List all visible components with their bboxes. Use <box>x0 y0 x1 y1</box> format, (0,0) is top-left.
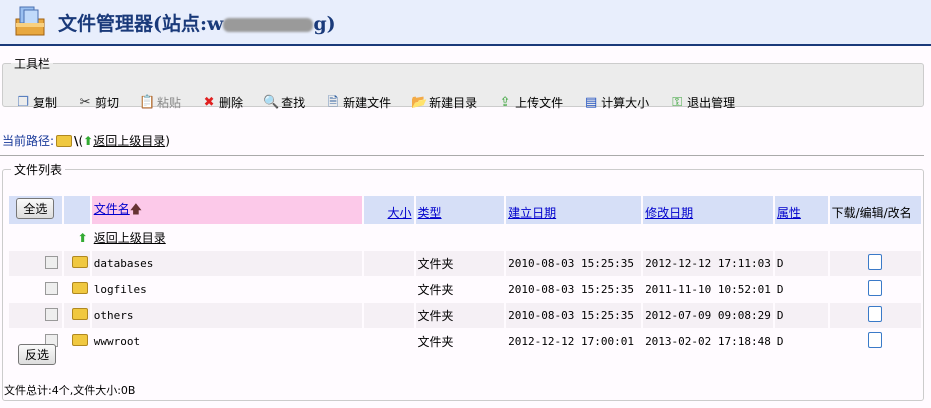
calculator-icon: ▤ <box>584 94 598 110</box>
select-all-button[interactable]: 全选 <box>16 198 55 219</box>
delete-x-icon: ✖ <box>203 94 215 110</box>
new-file-icon: 🗎 <box>327 94 339 110</box>
page-title: 文件管理器(站点:w g) <box>58 13 336 35</box>
edit-rename-icon[interactable] <box>868 280 883 296</box>
toolbar-button-new-file[interactable]: 🗎 新建文件 <box>325 94 391 111</box>
created-date: 2010-08-03 15:25:35 <box>506 251 642 276</box>
file-name[interactable]: logfiles <box>91 277 362 302</box>
file-row[interactable]: others 文件夹 2010-08-03 15:25:35 2012-07-0… <box>9 303 921 328</box>
paste-icon: 📋 <box>139 94 156 110</box>
toolbar-button-label: 查找 <box>281 96 306 110</box>
row-checkbox[interactable] <box>44 281 58 295</box>
file-row[interactable]: logfiles 文件夹 2010-08-03 15:25:35 2011-11… <box>9 277 921 302</box>
file-size <box>363 277 414 302</box>
toolbar-button-label: 剪切 <box>95 96 120 110</box>
toolbar-button-copy[interactable]: ❐ 复制 <box>15 94 57 111</box>
toolbar-button-scissors[interactable]: ✂ 剪切 <box>77 94 119 111</box>
toolbar-button-label: 新建目录 <box>429 96 478 110</box>
folder-icon <box>71 334 88 346</box>
sort-created-link[interactable]: 建立日期 <box>508 206 557 220</box>
upload-icon: ⇪ <box>499 94 511 110</box>
sort-ascending-icon: 🡅 <box>129 202 143 216</box>
current-path-label: 当前路径: <box>2 134 55 148</box>
sort-size-link[interactable]: 大小 <box>387 206 412 220</box>
file-attr: D <box>774 251 828 276</box>
folder-icon <box>56 134 73 147</box>
file-type: 文件夹 <box>415 303 505 328</box>
file-attr: D <box>774 329 828 354</box>
edit-rename-icon[interactable] <box>868 306 883 322</box>
row-checkbox[interactable] <box>44 307 58 321</box>
toolbar-button-label: 复制 <box>33 96 58 110</box>
row-checkbox[interactable] <box>44 255 58 269</box>
file-row[interactable]: wwwroot 文件夹 2012-12-12 17:00:01 2013-02-… <box>9 329 921 354</box>
parent-directory-row: ⬆ 返回上级目录 <box>9 225 921 250</box>
created-date: 2012-12-12 17:00:01 <box>506 329 642 354</box>
created-date: 2010-08-03 15:25:35 <box>506 277 642 302</box>
modified-date: 2012-07-09 09:08:29 <box>643 303 773 328</box>
toolbar-button-label: 新建文件 <box>343 96 392 110</box>
toolbar-button-paste[interactable]: 📋 粘贴 <box>139 94 181 111</box>
page-header: 文件管理器(站点:w g) <box>0 0 931 46</box>
created-date: 2010-08-03 15:25:35 <box>506 303 642 328</box>
file-name[interactable]: databases <box>91 251 362 276</box>
up-arrow-icon: ⬆ <box>77 230 88 245</box>
file-size <box>363 251 414 276</box>
toolbar-button-upload[interactable]: ⇪ 上传文件 <box>497 94 563 111</box>
folder-icon <box>71 256 88 268</box>
edit-rename-icon[interactable] <box>868 332 883 348</box>
file-type: 文件夹 <box>415 251 505 276</box>
file-size <box>363 303 414 328</box>
up-arrow-icon: ⬆ <box>83 133 94 148</box>
sort-type-link[interactable]: 类型 <box>417 206 442 220</box>
parent-directory-link[interactable]: 返回上级目录 <box>93 231 166 245</box>
file-attr: D <box>774 303 828 328</box>
toolbar: 工具栏 ❐ 复制 ✂ 剪切 📋 粘贴 ✖ 删除 🔍 查找 🗎 新建文件 📂 新建目录 ⇪ 上传文件 ▤ 计算大小 ⚿… <box>2 55 924 110</box>
toolbar-legend: 工具栏 <box>14 57 51 71</box>
toolbar-button-label: 上传文件 <box>515 96 564 110</box>
modified-date: 2011-11-10 10:52:01 <box>643 277 773 302</box>
copy-icon: ❐ <box>17 94 29 110</box>
redacted-site-name <box>223 18 314 32</box>
file-cabinet-icon <box>15 6 45 36</box>
actions-header: 下载/编辑/改名 <box>829 196 921 224</box>
scissors-icon: ✂ <box>79 94 91 110</box>
sort-attr-link[interactable]: 属性 <box>776 206 801 220</box>
toolbar-button-key-exit[interactable]: ⚿ 退出管理 <box>669 94 735 111</box>
edit-rename-icon[interactable] <box>868 254 883 270</box>
current-path-value: \ <box>74 133 79 148</box>
toolbar-button-magnifier[interactable]: 🔍 查找 <box>263 94 305 111</box>
toolbar-button-new-folder[interactable]: 📂 新建目录 <box>411 94 477 111</box>
key-exit-icon: ⚿ <box>672 94 683 110</box>
file-attr: D <box>774 277 828 302</box>
file-name[interactable]: wwwroot <box>91 329 362 354</box>
folder-icon <box>71 308 88 320</box>
file-row[interactable]: databases 文件夹 2010-08-03 15:25:35 2012-1… <box>9 251 921 276</box>
toolbar-button-label: 粘贴 <box>157 96 182 110</box>
sort-name-link[interactable]: 文件名 <box>93 202 130 216</box>
invert-selection-button[interactable]: 反选 <box>18 344 57 365</box>
magnifier-icon: 🔍 <box>263 94 280 110</box>
modified-date: 2012-12-12 17:11:03 <box>643 251 773 276</box>
file-name[interactable]: others <box>91 303 362 328</box>
sort-modified-link[interactable]: 修改日期 <box>645 206 694 220</box>
file-size <box>363 329 414 354</box>
file-list-legend: 文件列表 <box>14 163 63 177</box>
new-folder-icon: 📂 <box>411 94 428 110</box>
toolbar-button-delete-x[interactable]: ✖ 删除 <box>201 94 243 111</box>
divider <box>0 155 924 156</box>
file-list: 文件列表 全选 文件名🡅 大小 类型 建立日期 修改日期 属性 下载/编辑/改名… <box>2 161 924 401</box>
toolbar-button-label: 计算大小 <box>601 96 650 110</box>
file-type: 文件夹 <box>415 329 505 354</box>
parent-directory-link[interactable]: 返回上级目录 <box>93 134 166 148</box>
current-path: 当前路径: \ ( ⬆ 返回上级目录 ) <box>2 133 170 149</box>
modified-date: 2013-02-02 17:18:48 <box>643 329 773 354</box>
toolbar-button-label: 退出管理 <box>687 96 736 110</box>
file-summary: 文件总计:4个,文件大小:0B <box>4 384 136 397</box>
file-type: 文件夹 <box>415 277 505 302</box>
file-table: 全选 文件名🡅 大小 类型 建立日期 修改日期 属性 下载/编辑/改名 ⬆ 返回上… <box>7 195 923 355</box>
toolbar-button-calculator[interactable]: ▤ 计算大小 <box>583 94 649 111</box>
toolbar-button-label: 删除 <box>219 96 244 110</box>
folder-icon <box>71 282 88 294</box>
